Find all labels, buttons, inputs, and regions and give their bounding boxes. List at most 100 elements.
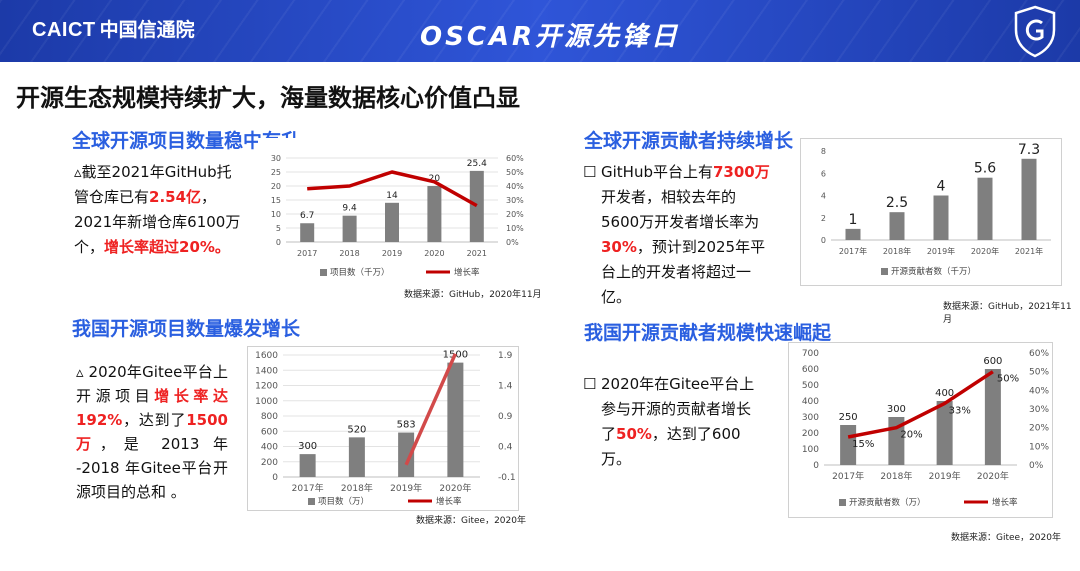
source-note: 数据来源：Gitee，2020年	[416, 516, 526, 526]
y-tick-label: 400	[802, 397, 819, 407]
x-tick-label: 2017年	[832, 470, 864, 482]
x-tick-label: 2018	[339, 249, 359, 258]
data-label: 6.7	[300, 211, 314, 221]
data-label: 600	[983, 356, 1002, 367]
y-tick-label: 0	[276, 238, 281, 247]
bar	[348, 437, 365, 477]
y-tick-label: 600	[261, 427, 278, 437]
chart-china-projects: 0 200 400 600 800 1000 1200 1400 1600 -0.1 0.4 0.9 1…	[247, 346, 519, 511]
source-note: 数据来源：Gitee，2020年	[951, 533, 1061, 543]
y2-tick-label: 20%	[506, 210, 524, 219]
data-label: 14	[386, 191, 398, 201]
y-tick-label: 600	[802, 365, 819, 375]
data-label: 7.3	[1018, 142, 1040, 158]
x-tick-label: 2019	[382, 249, 402, 258]
y-tick-label: 8	[821, 147, 826, 156]
y-tick-label: 15	[271, 196, 281, 205]
y2-tick-label: 10%	[506, 224, 524, 233]
y2-tick-label: 0.4	[498, 443, 513, 453]
y-tick-label: 0	[272, 473, 278, 483]
y-tick-label: 1000	[255, 397, 278, 407]
data-label: 20	[429, 174, 441, 184]
y-tick-label: 1600	[255, 351, 278, 361]
bar	[398, 432, 415, 477]
bar	[933, 195, 949, 240]
y-tick-label: 700	[802, 349, 819, 359]
section-text-china-contributors: ☐ 2020年在Gitee平台上参与开源的贡献者增长了50%，达到了600万。	[583, 375, 755, 468]
bar	[1021, 158, 1037, 240]
x-tick-label: 2019年	[390, 482, 422, 494]
bar	[845, 228, 861, 240]
y-tick-label: 20	[271, 182, 281, 191]
page-title: 开源生态规模持续扩大，海量数据核心价值凸显	[16, 84, 520, 112]
y-tick-label: 25	[271, 168, 281, 177]
y-tick-label: 6	[821, 169, 826, 178]
x-tick-label: 2018年	[341, 482, 373, 494]
line-data-label: 33%	[949, 405, 971, 416]
bar	[342, 215, 357, 242]
x-tick-label: 2017	[297, 249, 317, 258]
y-tick-label: 4	[821, 192, 826, 201]
y-tick-label: 400	[261, 443, 278, 453]
x-tick-label: 2017年	[292, 482, 324, 494]
data-label: 300	[298, 441, 317, 452]
legend-label: 增长率	[992, 497, 1018, 508]
section-title-china-contributors: 我国开源贡献者规模快速崛起	[584, 322, 832, 344]
legend-swatch-bar	[839, 499, 846, 506]
y-tick-label: 800	[261, 412, 278, 422]
chart-china-contributors: 0 100 200 300 400 500 600 700 0% 10% 20% 30% 40% 50% 6…	[788, 342, 1053, 518]
data-label: 1	[849, 212, 858, 228]
y-tick-label: 5	[276, 224, 281, 233]
y-tick-label: 0	[821, 236, 826, 245]
x-tick-label: 2020	[424, 249, 444, 258]
data-label: 250	[839, 412, 858, 423]
y2-tick-label: 50%	[1029, 368, 1049, 378]
y2-tick-label: 40%	[506, 182, 524, 191]
y2-tick-label: 20%	[1029, 424, 1049, 434]
y2-tick-label: 1.9	[498, 351, 513, 361]
growth-rate-line	[404, 353, 457, 466]
growth-rate-line	[307, 170, 478, 208]
legend-swatch-bar	[881, 268, 888, 275]
data-label: 25.4	[467, 159, 487, 169]
bar	[385, 202, 399, 242]
y-tick-label: 1200	[255, 382, 278, 392]
legend-label: 项目数（千万）	[330, 267, 390, 278]
y-tick-label: 30	[271, 154, 281, 163]
section-text-global-contributors: ☐ GitHub平台上有7300万开发者，相较去年的5600万开发者增长率为30%…	[583, 163, 770, 306]
line-data-label: 50%	[997, 374, 1019, 385]
data-label: 300	[887, 404, 906, 415]
y2-tick-label: 60%	[1029, 349, 1049, 359]
growth-rate-line	[847, 370, 994, 439]
y-tick-label: 200	[802, 429, 819, 439]
y-tick-label: 100	[802, 445, 819, 455]
bar	[299, 454, 316, 477]
x-tick-label: 2017年	[839, 246, 867, 256]
data-label: 400	[935, 388, 954, 399]
bar	[300, 223, 315, 242]
legend-label: 开源贡献者数（千万）	[891, 266, 976, 277]
bar	[984, 369, 1001, 465]
data-label: 520	[347, 424, 366, 435]
section-text-global-projects: ▵截至2021年GitHub托管仓库已有2.54亿，2021年新增仓库6100万…	[74, 163, 241, 256]
caict-logo: CAICT 中国信通院	[32, 19, 195, 41]
x-tick-label: 2020年	[439, 482, 471, 494]
legend-label: 开源贡献者数（万）	[849, 497, 926, 508]
y2-tick-label: 60%	[506, 154, 524, 163]
y2-tick-label: 0%	[506, 238, 519, 247]
x-tick-label: 2019年	[929, 470, 961, 482]
data-label: 5.6	[974, 161, 996, 177]
bar	[447, 362, 464, 477]
section-title-global-projects: 全球开源项目数量稳中有升	[72, 130, 301, 152]
data-label: 9.4	[342, 204, 357, 214]
bar	[977, 177, 993, 240]
y2-tick-label: 40%	[1029, 386, 1049, 396]
legend-label: 增长率	[454, 267, 480, 278]
source-note: 数据来源：GitHub，2021年11月	[943, 302, 1072, 325]
x-tick-label: 2020年	[971, 246, 999, 256]
x-tick-label: 2019年	[927, 246, 955, 256]
data-label: 2.5	[886, 195, 908, 211]
bar	[936, 401, 953, 465]
header-bar: CAICT 中国信通院 OSCAR开源先锋日	[0, 0, 1080, 62]
